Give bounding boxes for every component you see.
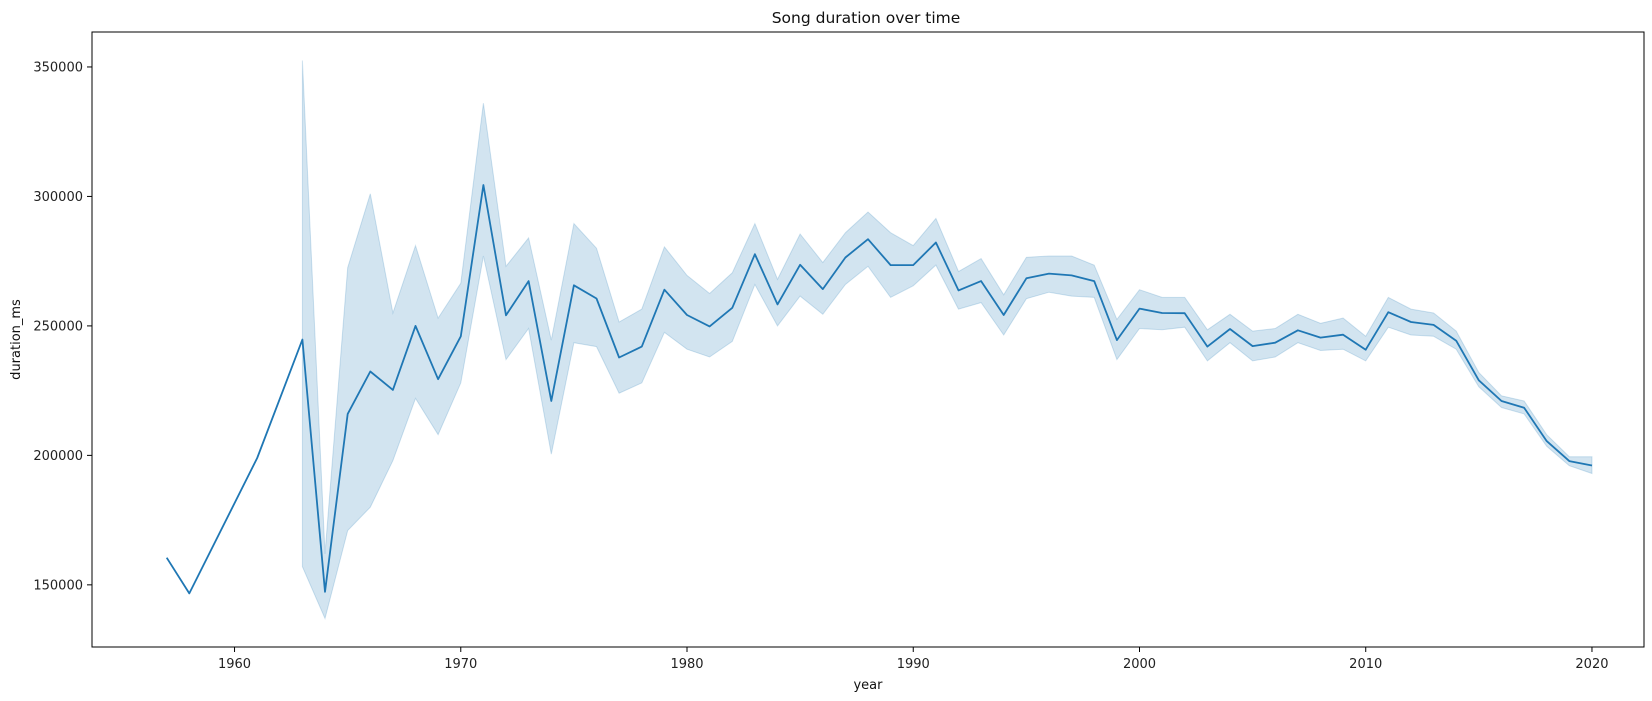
y-tick-label: 300000 xyxy=(33,190,83,205)
y-tick-label: 150000 xyxy=(33,578,83,593)
x-tick-label: 2020 xyxy=(1575,657,1608,672)
x-axis-label: year xyxy=(853,678,883,693)
x-tick-label: 2000 xyxy=(1123,657,1156,672)
x-tick-label: 1990 xyxy=(897,657,930,672)
plot-frame xyxy=(91,31,1645,648)
plot-area xyxy=(165,60,1593,621)
y-axis-label: duration_ms xyxy=(9,299,24,380)
y-tick-label: 250000 xyxy=(33,319,83,334)
x-tick-label: 1960 xyxy=(218,657,251,672)
confidence-band xyxy=(301,60,1593,621)
y-tick-label: 200000 xyxy=(33,449,83,464)
chart-title: Song duration over time xyxy=(772,9,961,27)
x-tick-label: 1970 xyxy=(444,657,477,672)
axes: 1960 1970 1980 1990 2000 2010 2020 150000 200000… xyxy=(33,60,1608,672)
series-line xyxy=(165,184,1593,595)
y-tick-label: 350000 xyxy=(33,60,83,75)
x-tick-label: 1980 xyxy=(670,657,703,672)
x-tick-label: 2010 xyxy=(1349,657,1382,672)
